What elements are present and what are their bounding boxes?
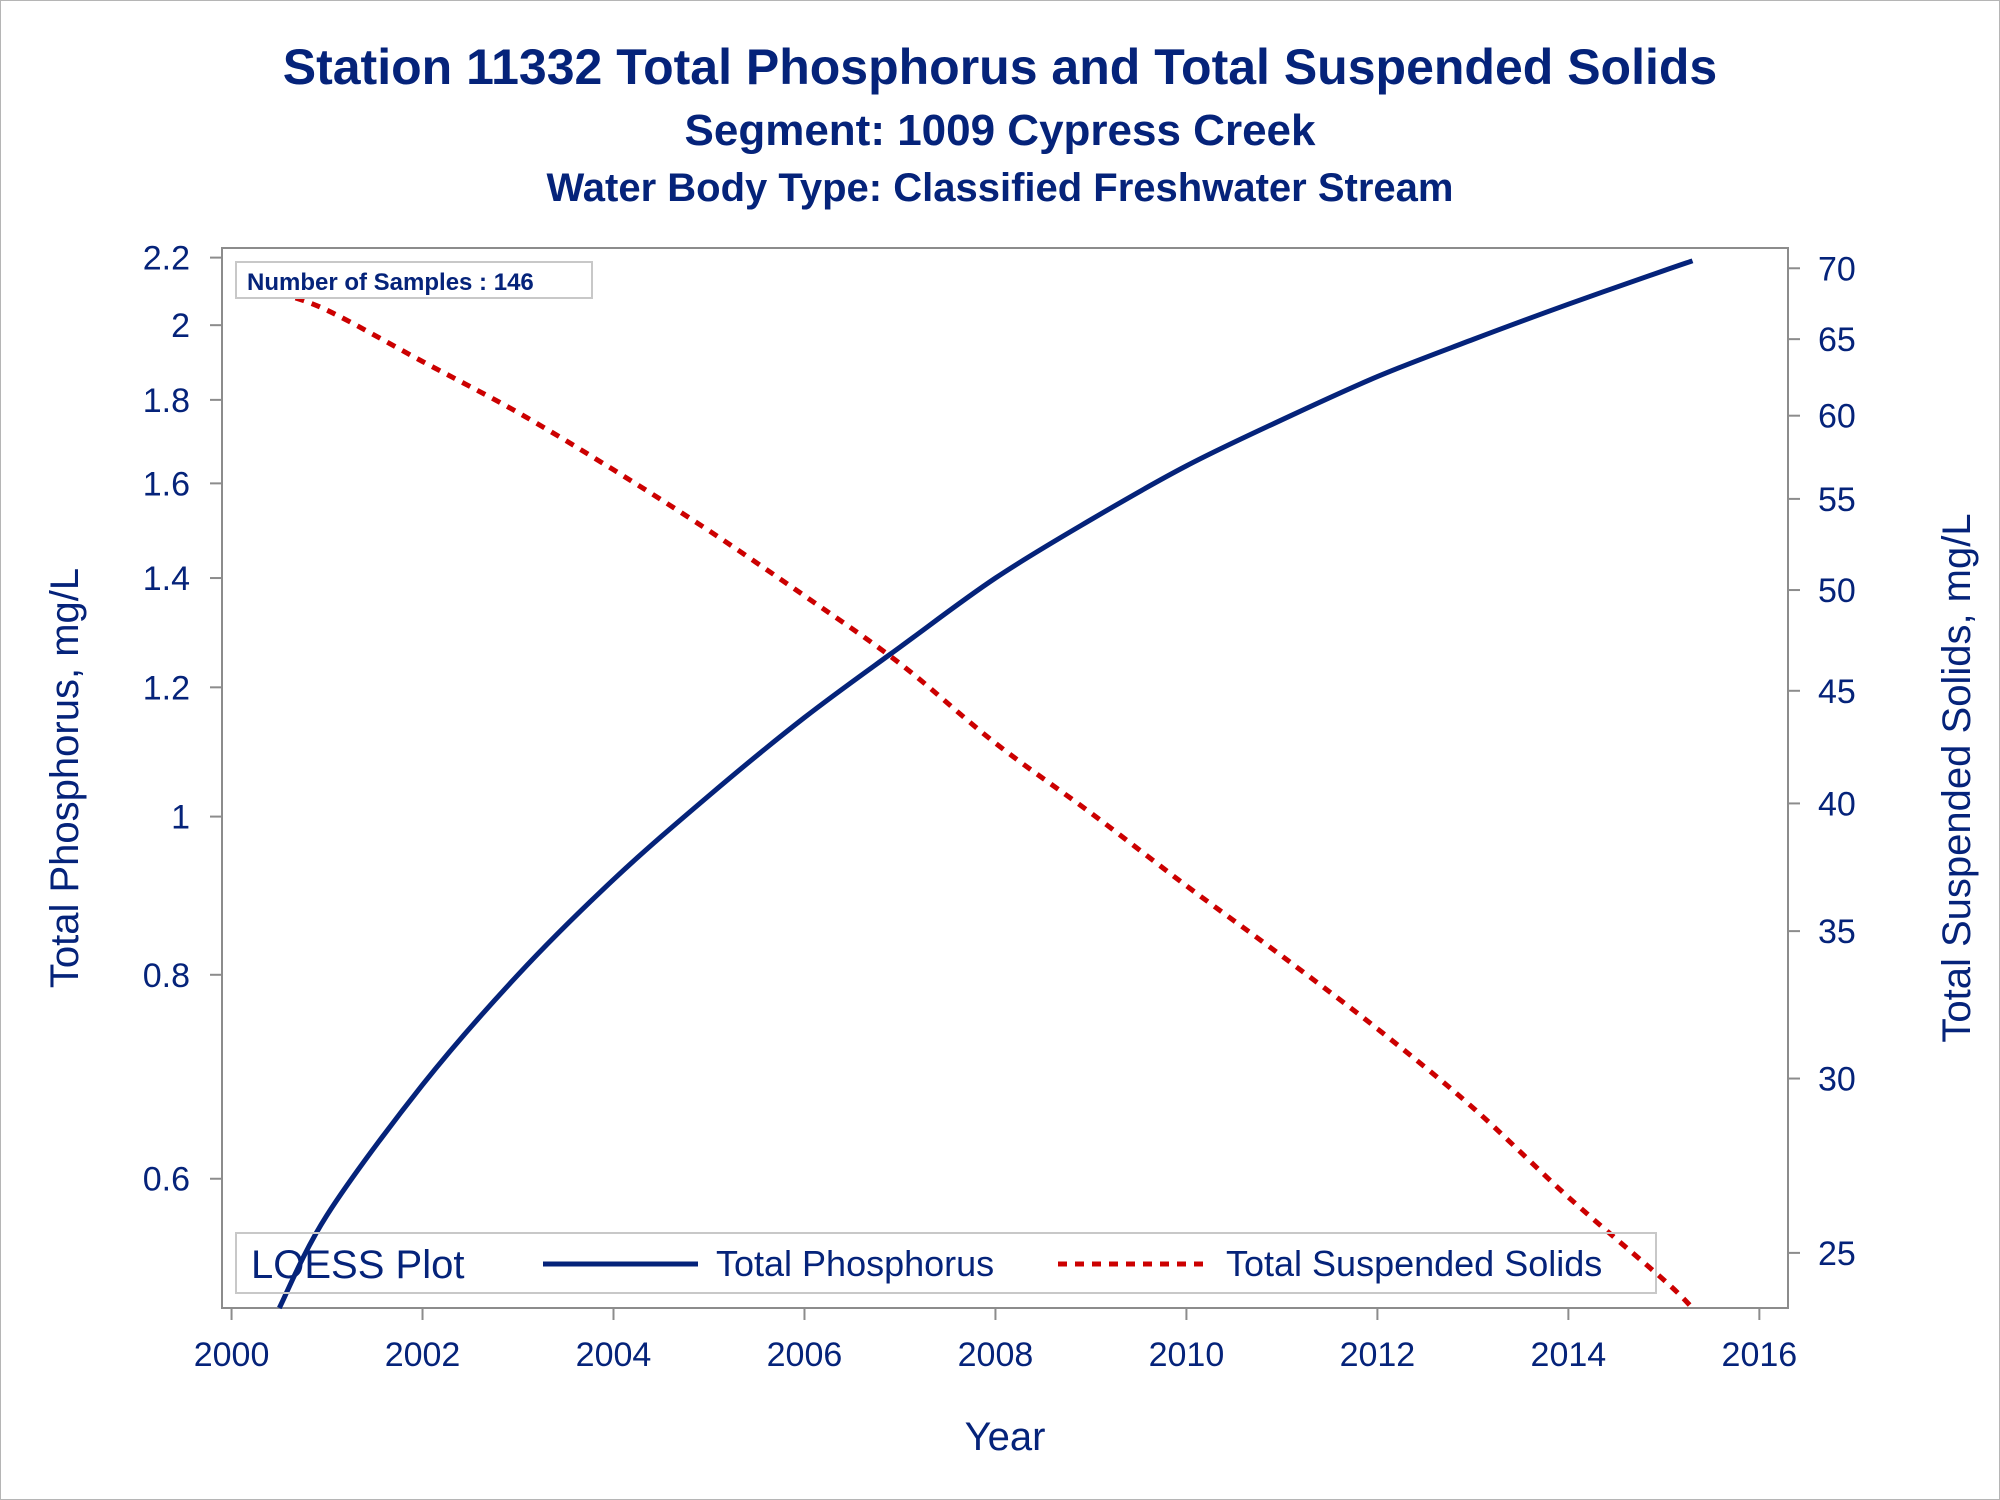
- y-left-tick-label: 1.4: [143, 560, 190, 598]
- legend-label-phosphorus: Total Phosphorus: [716, 1243, 994, 1284]
- y-right-tick-label: 40: [1818, 785, 1856, 823]
- series-line-total-suspended-solids: [278, 290, 1695, 1310]
- chart-subtitle-waterbody: Water Body Type: Classified Freshwater S…: [546, 166, 1454, 210]
- sample-count-box: [235, 261, 593, 299]
- y-right-tick-label: 65: [1818, 321, 1856, 359]
- x-tick-label: 2014: [1531, 1336, 1607, 1374]
- legend: LOESS Plot Total Phosphorus Total Suspen…: [235, 1232, 1657, 1294]
- y-left-tick-label: 2.2: [143, 240, 190, 278]
- y-right-tick-label: 60: [1818, 398, 1856, 436]
- y-right-tick-label: 25: [1818, 1235, 1856, 1273]
- y-right-tick-label: 70: [1818, 250, 1856, 288]
- x-tick-label: 2010: [1149, 1336, 1225, 1374]
- y-left-tick-label: 1.8: [143, 382, 190, 420]
- chart-title: Station 11332 Total Phosphorus and Total…: [282, 39, 1718, 95]
- x-tick-label: 2008: [958, 1336, 1034, 1374]
- y-right-tick-label: 30: [1818, 1061, 1856, 1099]
- y-left-tick-label: 1.2: [143, 669, 190, 707]
- y-axis-right-label: Total Suspended Solids, mg/L: [1935, 513, 1979, 1042]
- y-right-tick-label: 35: [1818, 913, 1856, 951]
- x-tick-label: 2012: [1340, 1336, 1416, 1374]
- y-axis-left-label: Total Phosphorus, mg/L: [43, 568, 87, 988]
- y-left-tick-label: 1.6: [143, 465, 190, 503]
- x-axis: 2000 2002 2004 2006 2008 2010 2012 2014 2016: [194, 1308, 1797, 1374]
- legend-box: [235, 1232, 1657, 1294]
- y-right-tick-label: 45: [1818, 673, 1856, 711]
- y-axis-right: 25 30 35 40 45 50 55 60 65 70: [1788, 250, 1856, 1273]
- x-tick-label: 2016: [1722, 1336, 1798, 1374]
- series-layer: [277, 258, 1695, 1310]
- sample-count-inset: Number of Samples : 146: [235, 261, 593, 299]
- legend-label-tss: Total Suspended Solids: [1226, 1243, 1602, 1284]
- x-tick-label: 2004: [576, 1336, 652, 1374]
- chart-subtitle-segment: Segment: 1009 Cypress Creek: [684, 106, 1316, 155]
- y-left-tick-label: 0.8: [143, 957, 190, 995]
- x-axis-label: Year: [965, 1415, 1046, 1459]
- y-axis-left: 0.6 0.8 1 1.2 1.4 1.6 1.8 2 2.2: [143, 240, 222, 1199]
- y-right-tick-label: 55: [1818, 481, 1856, 519]
- x-tick-label: 2000: [194, 1336, 270, 1374]
- y-left-tick-label: 1: [171, 799, 190, 837]
- series-line-total-phosphorus: [277, 258, 1694, 1310]
- x-tick-label: 2006: [767, 1336, 843, 1374]
- sample-count-label: Number of Samples : 146: [247, 269, 534, 296]
- y-left-tick-label: 0.6: [143, 1161, 190, 1199]
- plot-area-border: [221, 247, 1789, 1309]
- y-right-tick-label: 50: [1818, 572, 1856, 610]
- x-tick-label: 2002: [385, 1336, 461, 1374]
- y-left-tick-label: 2: [171, 307, 190, 345]
- legend-title: LOESS Plot: [251, 1243, 464, 1287]
